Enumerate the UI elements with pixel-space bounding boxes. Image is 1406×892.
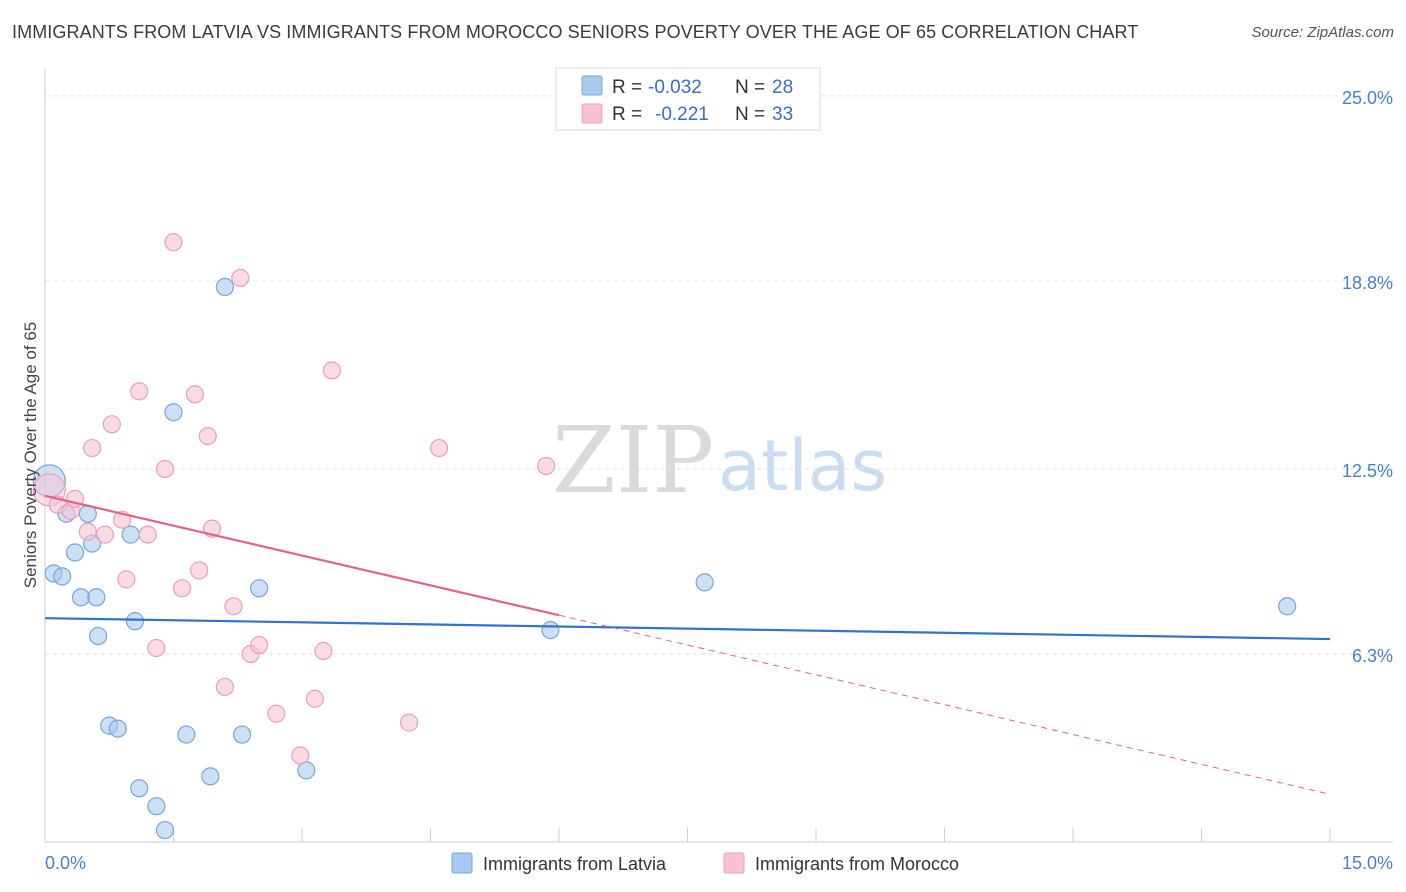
morocco-point	[250, 635, 269, 655]
morocco-point	[198, 427, 217, 446]
legend-latvia-label: Immigrants from Latvia	[483, 854, 667, 874]
morocco-point	[164, 233, 183, 252]
morocco-point	[83, 438, 102, 458]
morocco-point	[429, 438, 449, 458]
morocco-point	[185, 385, 205, 404]
grid-layer	[45, 95, 1393, 655]
morocco-point	[291, 746, 310, 765]
legend-latvia-swatch	[451, 852, 473, 874]
legend-morocco-swatch	[723, 852, 745, 874]
latvia-point	[125, 612, 145, 631]
latvia-point	[164, 403, 183, 422]
watermark-zip: ZIP	[552, 407, 714, 514]
latvia-point	[108, 719, 127, 738]
latvia-point	[53, 567, 72, 586]
latvia-point	[215, 277, 234, 297]
morocco-point	[155, 459, 175, 479]
morocco-n-value: 33	[772, 104, 793, 125]
latvia-point	[232, 725, 252, 744]
morocco-point	[95, 525, 115, 544]
latvia-r-label: R =	[612, 77, 642, 98]
latvia-n-label: N =	[735, 77, 765, 98]
trend-layer	[44, 494, 1331, 795]
morocco-point	[224, 597, 243, 616]
morocco-point	[305, 689, 324, 708]
axes-layer: 6.3% 12.5% 18.8% 25.0% 0.0% 15.0%	[44, 68, 1393, 873]
morocco-point	[190, 561, 209, 580]
latvia-point	[147, 797, 166, 816]
latvia-point	[1278, 597, 1297, 616]
latvia-point	[71, 588, 91, 607]
latvia-trend-line	[44, 617, 1331, 641]
morocco-point	[215, 677, 234, 696]
latvia-point	[155, 820, 175, 840]
morocco-point	[138, 525, 157, 544]
latvia-point	[121, 525, 140, 544]
morocco-r-value: -0.221	[655, 104, 709, 125]
morocco-trend-extension	[558, 614, 1331, 795]
latvia-n-value: 28	[772, 77, 793, 98]
watermark-atlas: atlas	[718, 425, 887, 507]
morocco-point	[130, 382, 149, 401]
morocco-point	[314, 641, 333, 661]
morocco-swatch	[581, 103, 603, 124]
latvia-point	[65, 543, 85, 562]
morocco-n-label: N =	[735, 104, 765, 125]
morocco-point	[117, 570, 136, 589]
x-tick-label: 15.0%	[1342, 853, 1393, 873]
y-tick-label: 6.3%	[1352, 646, 1393, 666]
morocco-point	[267, 704, 286, 723]
latvia-point	[87, 588, 106, 607]
latvia-point	[201, 767, 220, 786]
morocco-point	[78, 522, 97, 541]
stats-legend: R = -0.032 N = 28 R = -0.221 N = 33	[555, 67, 821, 131]
latvia-swatch	[581, 75, 603, 96]
latvia-point	[177, 725, 196, 744]
morocco-point	[537, 456, 556, 476]
latvia-point	[250, 579, 269, 598]
morocco-r-label: R =	[612, 104, 642, 125]
chart-title: IMMIGRANTS FROM LATVIA VS IMMIGRANTS FRO…	[12, 22, 1139, 42]
latvia-point	[541, 621, 560, 640]
x-tick-label: 0.0%	[45, 853, 86, 873]
latvia-r-value: -0.032	[648, 77, 702, 98]
y-axis-label: Seniors Poverty Over the Age of 65	[21, 322, 40, 588]
latvia-point	[130, 779, 149, 798]
morocco-point	[231, 268, 250, 288]
watermark: ZIP atlas	[552, 407, 887, 514]
y-tick-label: 25.0%	[1342, 88, 1393, 108]
series-legend: Immigrants from Latvia Immigrants from M…	[451, 852, 959, 874]
morocco-point	[322, 361, 342, 380]
latvia-point	[89, 626, 108, 646]
latvia-point	[695, 573, 714, 592]
morocco-point	[172, 579, 192, 598]
legend-morocco-label: Immigrants from Morocco	[755, 854, 959, 874]
source-credit: Source: ZipAtlas.com	[1251, 24, 1394, 41]
y-tick-label: 18.8%	[1342, 273, 1393, 293]
y-tick-label: 12.5%	[1342, 461, 1393, 481]
morocco-point	[399, 713, 419, 732]
morocco-point	[102, 415, 121, 434]
morocco-point	[147, 638, 166, 658]
morocco-trend-line	[44, 494, 560, 617]
